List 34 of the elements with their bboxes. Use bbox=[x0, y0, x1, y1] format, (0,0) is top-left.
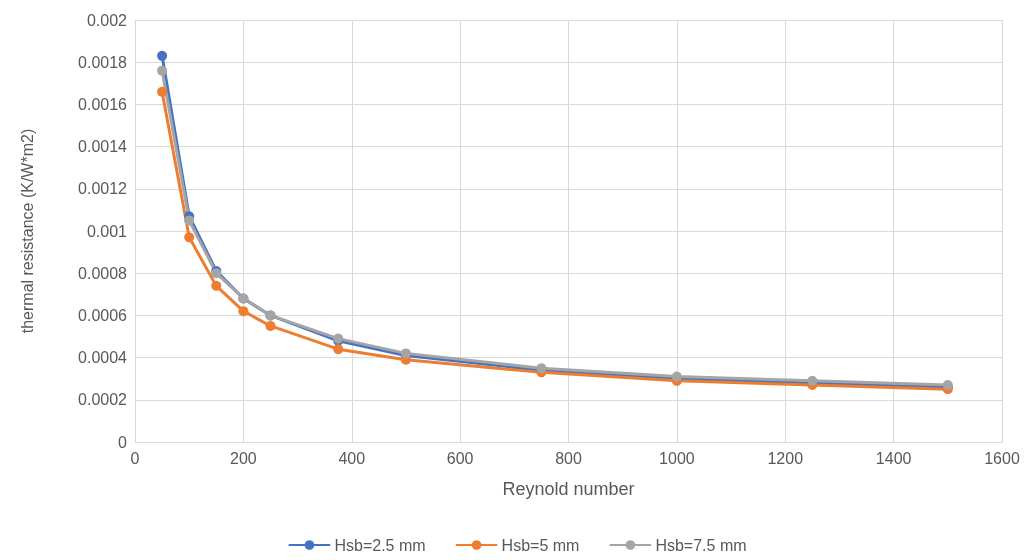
legend-label: Hsb=5 mm bbox=[501, 536, 580, 554]
y-axis-title: thermal resistance (K/W*m2) bbox=[18, 128, 36, 334]
x-tick-label: 0 bbox=[130, 449, 140, 467]
point bbox=[157, 50, 168, 61]
point bbox=[184, 215, 195, 226]
point bbox=[333, 344, 344, 355]
point bbox=[157, 65, 168, 76]
x-tick-label: 1400 bbox=[875, 449, 912, 467]
y-tick-label: 0.0006 bbox=[78, 306, 128, 324]
point bbox=[238, 306, 249, 317]
x-tick-label: 1600 bbox=[984, 449, 1020, 467]
y-tick-label: 0.0012 bbox=[78, 180, 128, 198]
point bbox=[211, 280, 222, 291]
y-tick-label: 0.002 bbox=[86, 11, 128, 29]
x-axis-title: Reynold number bbox=[502, 479, 635, 499]
y-tick-label: 0.001 bbox=[86, 222, 128, 240]
x-tick-label: 800 bbox=[555, 449, 582, 467]
legend-label: Hsb=2.5 mm bbox=[334, 536, 426, 554]
x-tick-label: 200 bbox=[230, 449, 257, 467]
y-tick-label: 0.0008 bbox=[78, 264, 128, 282]
y-tick-label: 0 bbox=[118, 433, 128, 451]
x-tick-label: 400 bbox=[338, 449, 366, 467]
y-tick-label: 0.0014 bbox=[78, 138, 128, 156]
point bbox=[265, 320, 276, 331]
x-tick-label: 1000 bbox=[659, 449, 695, 467]
y-tick-label: 0.0004 bbox=[78, 349, 128, 367]
x-tick-label: 1200 bbox=[767, 449, 804, 467]
x-tick-label: 600 bbox=[446, 449, 474, 467]
y-tick-label: 0.0018 bbox=[78, 53, 128, 71]
point bbox=[184, 232, 195, 243]
y-tick-label: 0.0016 bbox=[78, 95, 128, 113]
legend-label: Hsb=7.5 mm bbox=[655, 536, 747, 554]
y-tick-label: 0.0002 bbox=[78, 391, 128, 409]
point bbox=[157, 86, 168, 97]
